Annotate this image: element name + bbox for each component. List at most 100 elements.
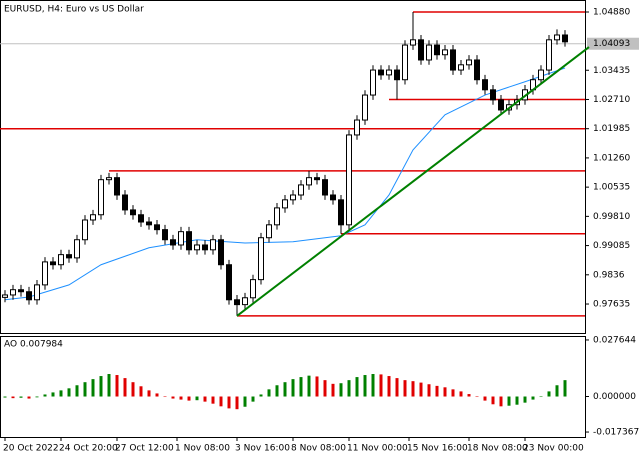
- candle-body: [322, 179, 328, 196]
- x-tick-label: 23 Nov 00:00: [523, 444, 584, 454]
- chart-title: EURUSD, H4: Euro vs US Dollar: [4, 5, 144, 15]
- candle-body: [298, 184, 304, 196]
- candle-body: [2, 294, 8, 298]
- candle-body: [122, 194, 128, 211]
- ao-bar: [251, 396, 255, 402]
- candle-body: [242, 297, 248, 306]
- candle-body: [562, 34, 568, 43]
- ao-bar: [443, 387, 447, 397]
- ao-bar: [427, 384, 431, 397]
- candle-body: [410, 39, 416, 46]
- ao-bar: [211, 396, 215, 404]
- ao-bar: [51, 392, 55, 397]
- y-tick-label: -0.017367: [593, 428, 639, 438]
- y-tick-label: 1.00535: [593, 183, 630, 193]
- candle-body: [394, 69, 400, 81]
- ao-bar: [19, 396, 23, 398]
- y-tick-label: 1.03435: [593, 66, 630, 76]
- candle-body: [442, 49, 448, 56]
- ao-bar: [203, 396, 207, 402]
- candle-body: [50, 261, 56, 266]
- candle-body: [106, 177, 112, 181]
- candle-body: [466, 59, 472, 66]
- ao-bar: [3, 396, 7, 398]
- ao-bar: [227, 396, 231, 409]
- ao-bar: [547, 391, 551, 397]
- ao-bar: [475, 396, 479, 398]
- ao-bar: [267, 389, 271, 397]
- ao-bar: [123, 378, 127, 397]
- candle-body: [42, 261, 48, 286]
- ao-bar: [283, 382, 287, 397]
- y-tick-label: 1.01985: [593, 124, 630, 134]
- y-tick-label: 0.027644: [593, 335, 636, 345]
- ao-bar: [99, 376, 103, 397]
- candle-body: [234, 299, 240, 306]
- ao-bar: [299, 377, 303, 397]
- x-tick-label: 8 Nov 08:00: [291, 444, 346, 454]
- y-tick-label: 0.97635: [593, 300, 630, 310]
- candle-body: [386, 69, 392, 76]
- candle-body: [418, 39, 424, 61]
- ao-bar: [451, 389, 455, 397]
- ao-bar: [483, 396, 487, 401]
- candle-body: [18, 289, 24, 293]
- candle-body: [138, 214, 144, 223]
- trendline: [236, 46, 590, 317]
- candle-body: [74, 239, 80, 259]
- ao-bar: [523, 396, 527, 403]
- ao-bar: [411, 381, 415, 397]
- x-tick-label: 24 Oct 20:00: [59, 444, 118, 454]
- ao-bar: [139, 386, 143, 397]
- candle-body: [90, 214, 96, 221]
- candle-body: [362, 94, 368, 121]
- candle-body: [290, 194, 296, 201]
- ao-bar: [11, 396, 15, 399]
- y-tick-label: 1.01260: [593, 153, 630, 163]
- candle-body: [58, 254, 64, 266]
- ao-bar: [491, 396, 495, 405]
- ao-bar: [459, 391, 463, 397]
- ao-bar: [131, 382, 135, 397]
- ao-bar: [515, 396, 519, 405]
- candle-body: [346, 134, 352, 226]
- candle-body: [226, 264, 232, 301]
- candle-body: [162, 229, 168, 241]
- candle-body: [194, 244, 200, 251]
- candle-body: [426, 44, 432, 61]
- ao-bar: [435, 385, 439, 397]
- ao-bar: [179, 396, 183, 400]
- ao-bar: [507, 396, 511, 406]
- candle-body: [266, 224, 272, 239]
- last-price-box: [587, 37, 639, 50]
- candle-body: [146, 221, 152, 226]
- candle-body: [314, 177, 320, 181]
- candle-body: [82, 219, 88, 241]
- candle-body: [338, 199, 344, 226]
- ao-bar: [555, 385, 559, 397]
- ao-bar: [115, 375, 119, 397]
- y-tick-label: 0.9836: [593, 270, 625, 280]
- ao-bar: [339, 383, 343, 397]
- candle-body: [258, 237, 264, 281]
- x-tick-label: 1 Nov 08:00: [175, 444, 230, 454]
- ao-bar: [171, 396, 175, 399]
- y-tick-label: 0.99810: [593, 212, 630, 222]
- candle-body: [250, 279, 256, 299]
- ao-bar: [259, 394, 263, 397]
- x-tick-label: 15 Nov 16:00: [407, 444, 468, 454]
- candle-body: [130, 209, 136, 216]
- ao-bar: [347, 380, 351, 397]
- candle-body: [474, 59, 480, 81]
- ao-bar: [35, 396, 39, 398]
- ao-bar: [219, 396, 223, 407]
- ao-bar: [59, 390, 63, 397]
- ao-bar: [27, 396, 31, 399]
- candle-body: [434, 44, 440, 56]
- x-tick-label: 27 Oct 12:00: [115, 444, 174, 454]
- ao-bar: [187, 396, 191, 401]
- ao-bar: [291, 379, 295, 397]
- x-tick-label: 18 Nov 08:00: [467, 444, 528, 454]
- ao-bar: [107, 374, 111, 397]
